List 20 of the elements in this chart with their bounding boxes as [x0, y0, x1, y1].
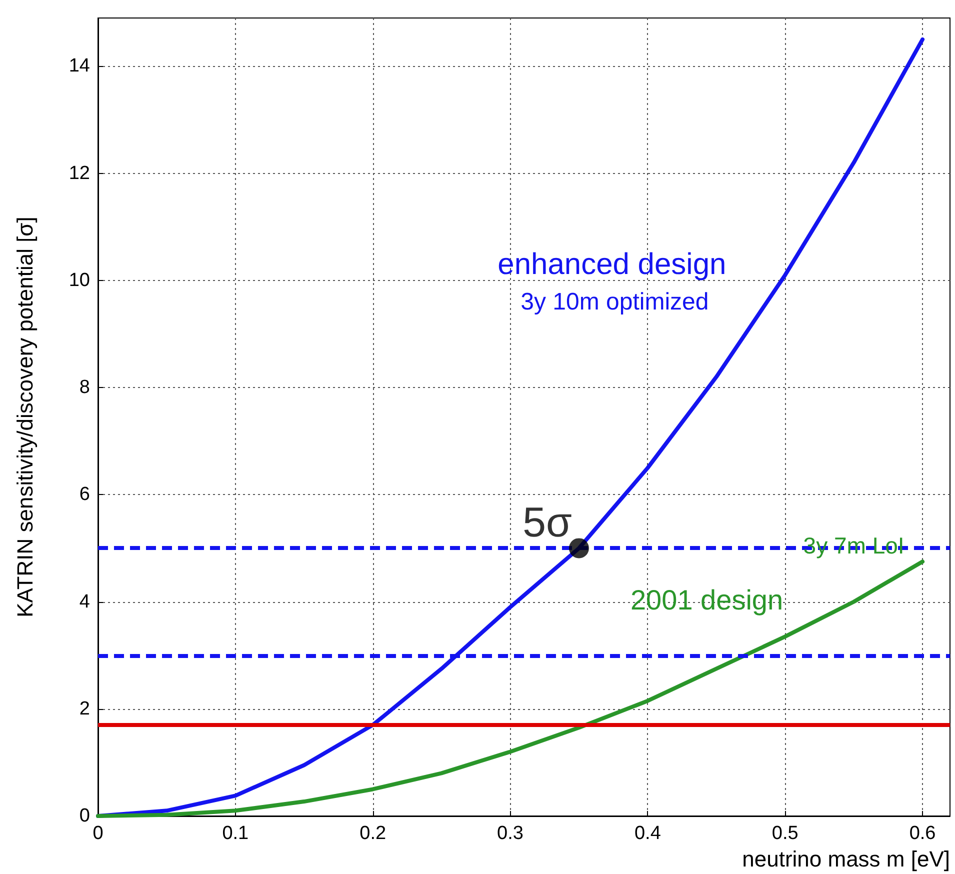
- y-tick-label: 6: [79, 484, 90, 506]
- y-tick-label: 12: [68, 162, 90, 184]
- x-tick-label: 0.4: [634, 823, 662, 844]
- y-tick-label: 10: [68, 270, 90, 291]
- x-tick-label: 0.2: [360, 823, 386, 844]
- y-tick-label: 14: [68, 56, 90, 77]
- x-tick-label: 0.6: [909, 823, 936, 844]
- x-tick-label: 0.3: [497, 823, 524, 844]
- y-tick-label: 0: [79, 806, 90, 826]
- x-tick-label: 0.1: [222, 823, 249, 844]
- x-axis-title: neutrino mass m [eV]: [742, 846, 950, 872]
- line-series: [96, 560, 925, 818]
- y-tick-label: 8: [79, 377, 90, 398]
- x-tick-label: 0: [92, 823, 104, 844]
- data-label: 5σ: [522, 498, 572, 546]
- series-label: enhanced design 3y 10m optimized: [498, 248, 726, 316]
- x-tick-label: 0.5: [772, 823, 798, 844]
- y-tick-label: 4: [79, 591, 90, 612]
- y-tick-label: 2: [79, 698, 90, 720]
- y-axis-title: KATRIN sensitivity/discovery potential [σ]: [12, 216, 38, 618]
